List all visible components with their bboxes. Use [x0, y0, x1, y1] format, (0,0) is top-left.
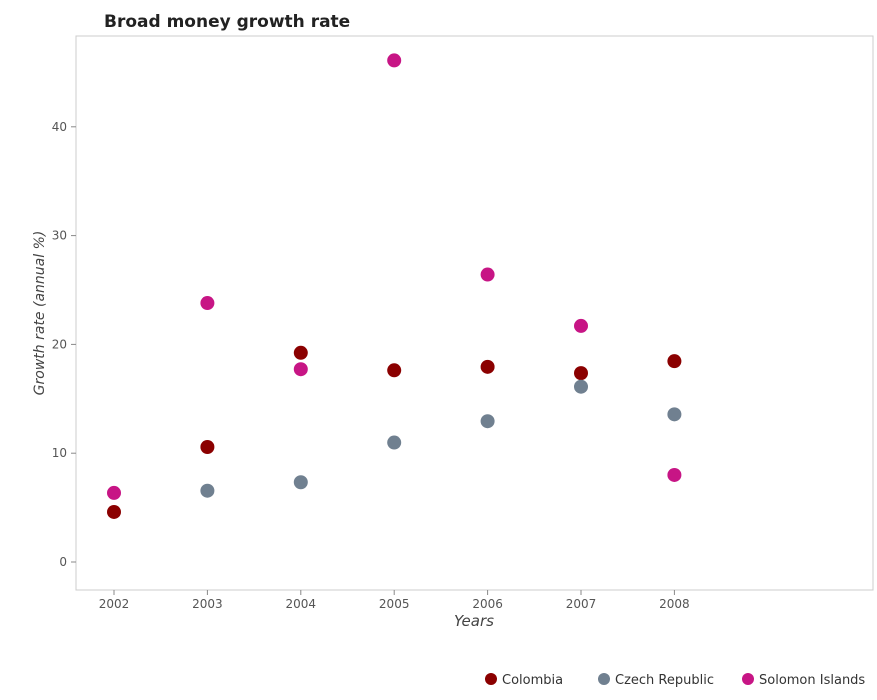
x-tick-label: 2008: [659, 597, 690, 611]
point-czech-republic-2004: [293, 475, 308, 490]
x-tick-label: 2003: [192, 597, 223, 611]
point-solomon-islands-2006: [480, 267, 495, 282]
legend: Colombia Czech Republic Solomon Islands: [485, 673, 865, 688]
point-solomon-islands-2002: [107, 485, 121, 500]
y-tick-label: 10: [52, 446, 67, 460]
chart-title: Broad money growth rate: [104, 12, 350, 32]
y-tick-label: 40: [52, 120, 67, 134]
point-colombia-2008: [667, 354, 682, 369]
point-solomon-islands-2003: [200, 296, 215, 311]
point-solomon-islands-2008: [667, 467, 682, 482]
x-tick-label: 2002: [99, 597, 130, 611]
point-colombia-2004: [293, 345, 308, 360]
plot-frame: [75, 35, 874, 591]
point-colombia-2007: [574, 366, 588, 381]
y-tick-label: 0: [59, 555, 67, 569]
point-solomon-islands-2004: [293, 362, 308, 377]
legend-label: Solomon Islands: [759, 673, 865, 688]
point-colombia-2003: [200, 439, 215, 454]
point-solomon-islands-2007: [574, 318, 588, 333]
y-tick-label: 20: [52, 337, 67, 351]
y-tick-label: 30: [52, 229, 67, 243]
x-tick-label: 2006: [472, 597, 503, 611]
y-axis-label: Growth rate (annual %): [32, 231, 48, 396]
point-czech-republic-2003: [200, 483, 215, 498]
point-czech-republic-2005: [387, 435, 402, 450]
point-colombia-2006: [480, 359, 495, 374]
x-tick-label: 2004: [286, 597, 317, 611]
legend-marker: [742, 673, 754, 685]
legend-label: Czech Republic: [615, 673, 714, 688]
y-axis: 0 10 20 30 40: [52, 120, 76, 569]
point-solomon-islands-2005: [387, 53, 402, 68]
point-czech-republic-2006: [480, 414, 495, 429]
legend-marker: [485, 673, 497, 685]
legend-label: Colombia: [502, 673, 563, 688]
data-points: [107, 53, 682, 519]
point-czech-republic-2007: [574, 379, 588, 394]
point-colombia-2002: [107, 504, 121, 519]
point-colombia-2005: [387, 363, 402, 378]
x-axis: 2002 2003 2004 2005 2006 2007 2008: [99, 590, 690, 611]
point-czech-republic-2008: [667, 407, 682, 422]
x-tick-label: 2005: [379, 597, 410, 611]
legend-marker: [598, 673, 610, 685]
x-axis-label: Years: [454, 612, 494, 630]
x-tick-label: 2007: [566, 597, 597, 611]
